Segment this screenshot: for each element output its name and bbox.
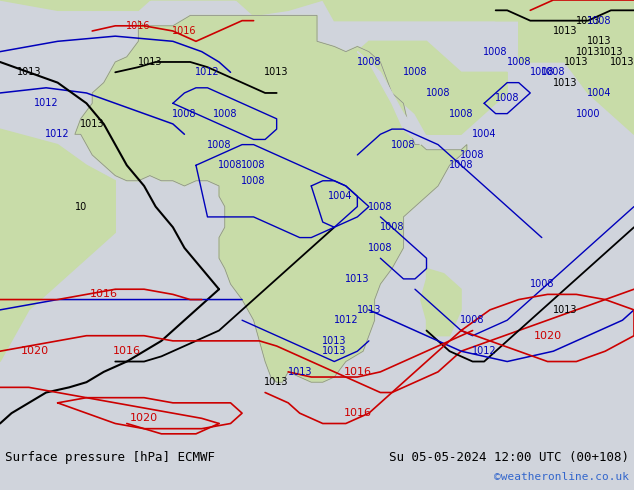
Text: 1008: 1008 [529, 279, 554, 289]
Text: 1013: 1013 [576, 16, 600, 25]
Polygon shape [358, 51, 421, 145]
Text: 1013: 1013 [587, 36, 612, 47]
Text: 1008: 1008 [495, 93, 519, 103]
Polygon shape [0, 0, 634, 21]
Text: 1016: 1016 [344, 367, 372, 377]
Text: 1016: 1016 [113, 346, 141, 356]
Polygon shape [519, 0, 634, 134]
Text: 1008: 1008 [218, 160, 243, 170]
Text: 1000: 1000 [576, 109, 600, 119]
Text: ©weatheronline.co.uk: ©weatheronline.co.uk [494, 472, 629, 482]
Text: 1013: 1013 [80, 119, 105, 129]
Text: 1013: 1013 [610, 57, 634, 67]
Text: 1008: 1008 [380, 222, 404, 232]
Text: 1013: 1013 [553, 26, 577, 36]
Text: 1020: 1020 [20, 346, 49, 356]
Text: 1016: 1016 [344, 408, 372, 418]
Text: 1013: 1013 [322, 346, 347, 356]
Text: 1008: 1008 [587, 16, 612, 25]
Text: 1008: 1008 [368, 243, 392, 253]
Text: 1013: 1013 [322, 336, 347, 346]
Text: 1004: 1004 [587, 88, 612, 98]
Polygon shape [75, 16, 467, 382]
Text: 1012: 1012 [195, 67, 220, 77]
Text: 1013: 1013 [264, 377, 289, 387]
Text: 1013: 1013 [576, 47, 600, 57]
Text: 1008: 1008 [529, 67, 554, 77]
Text: 1016: 1016 [126, 21, 151, 31]
Text: Surface pressure [hPa] ECMWF: Surface pressure [hPa] ECMWF [5, 450, 215, 464]
Text: 1008: 1008 [172, 109, 197, 119]
Text: 1004: 1004 [472, 129, 496, 139]
Text: 1020: 1020 [130, 414, 158, 423]
Text: 1008: 1008 [460, 150, 485, 160]
Text: 1008: 1008 [391, 140, 416, 149]
Text: 1008: 1008 [356, 57, 381, 67]
Text: 1008: 1008 [507, 57, 531, 67]
Text: 1008: 1008 [541, 67, 566, 77]
Text: 1008: 1008 [242, 176, 266, 186]
Text: 1012: 1012 [472, 346, 496, 356]
Text: 1008: 1008 [426, 88, 450, 98]
Text: 1020: 1020 [533, 331, 562, 341]
Text: 1008: 1008 [212, 109, 237, 119]
Text: 1013: 1013 [345, 274, 370, 284]
Text: 1008: 1008 [449, 109, 474, 119]
Text: 1012: 1012 [45, 129, 70, 139]
Text: 1013: 1013 [553, 305, 577, 315]
Text: 1016: 1016 [172, 26, 197, 36]
Text: 1013: 1013 [564, 57, 588, 67]
Text: 1008: 1008 [207, 140, 231, 149]
Text: 10: 10 [75, 201, 87, 212]
Text: 1013: 1013 [287, 367, 312, 377]
Polygon shape [0, 129, 115, 362]
Polygon shape [421, 269, 461, 336]
Text: 1008: 1008 [449, 160, 474, 170]
Text: 1008: 1008 [403, 67, 427, 77]
Text: 1016: 1016 [90, 290, 118, 299]
Text: 1013: 1013 [264, 67, 289, 77]
Text: 1012: 1012 [333, 315, 358, 325]
Text: 1013: 1013 [598, 47, 623, 57]
Text: Su 05-05-2024 12:00 UTC (00+108): Su 05-05-2024 12:00 UTC (00+108) [389, 450, 629, 464]
Text: 1013: 1013 [16, 67, 41, 77]
Text: 1013: 1013 [356, 305, 381, 315]
Text: 1008: 1008 [460, 315, 485, 325]
Text: 1013: 1013 [138, 57, 162, 67]
Text: 1008: 1008 [368, 201, 392, 212]
Polygon shape [323, 0, 519, 21]
Text: 1004: 1004 [328, 191, 353, 201]
Text: 1013: 1013 [553, 77, 577, 88]
Text: 1012: 1012 [34, 98, 58, 108]
Text: 1008: 1008 [483, 47, 508, 57]
Polygon shape [358, 41, 507, 134]
Text: 1008: 1008 [242, 160, 266, 170]
